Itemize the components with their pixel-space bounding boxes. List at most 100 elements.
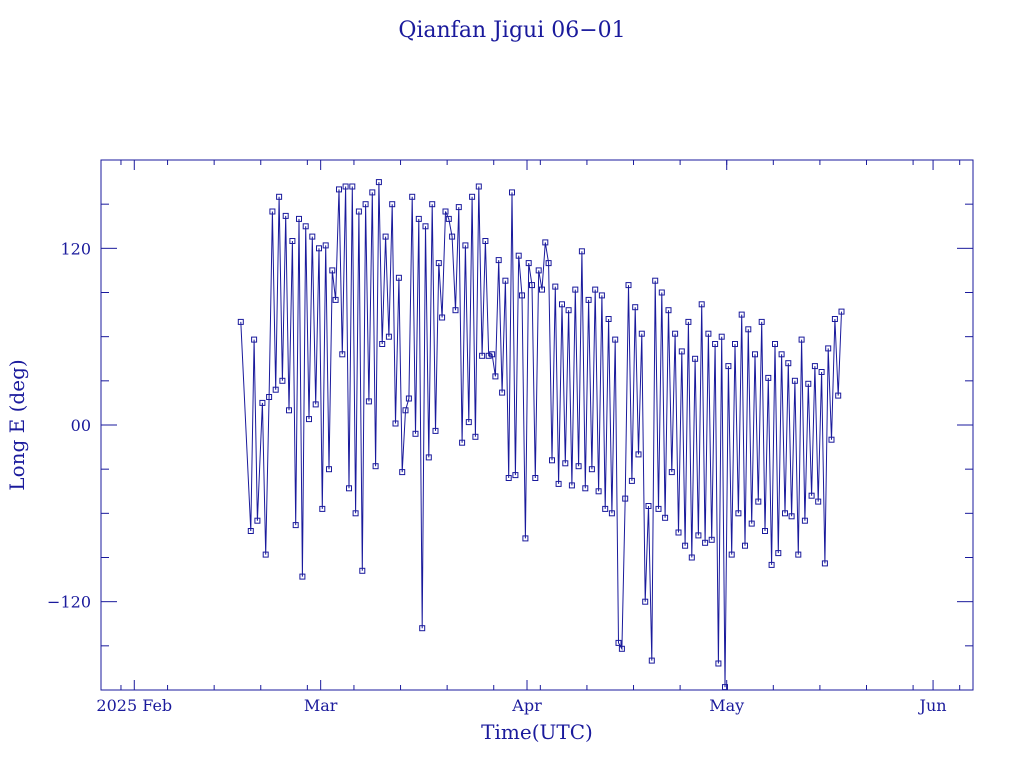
data-point	[618, 645, 625, 652]
data-point	[815, 498, 822, 505]
data-point	[512, 472, 519, 479]
data-point	[602, 505, 609, 512]
data-point	[565, 307, 572, 314]
data-point	[821, 560, 828, 567]
data-point	[499, 389, 506, 396]
data-point	[254, 517, 261, 524]
data-point	[559, 301, 565, 308]
data-point	[359, 567, 366, 574]
data-point	[362, 201, 369, 208]
data-point	[762, 528, 768, 534]
data-point	[326, 466, 332, 473]
data-point	[818, 369, 825, 375]
data-point	[595, 488, 602, 495]
data-point	[768, 561, 775, 568]
data-point	[532, 475, 539, 481]
data-point	[365, 398, 372, 405]
data-point	[462, 242, 469, 249]
y-tick-label: 120	[60, 239, 91, 258]
data-point	[346, 485, 352, 492]
data-point	[772, 341, 778, 347]
data-point	[286, 407, 292, 414]
data-point	[685, 318, 692, 325]
data-point	[369, 189, 376, 196]
data-point	[276, 193, 283, 200]
data-point	[632, 304, 639, 311]
data-point	[575, 463, 582, 470]
data-point	[568, 482, 575, 489]
data-point	[765, 374, 772, 381]
data-point	[785, 360, 792, 367]
data-point	[272, 386, 279, 393]
data-point	[752, 351, 758, 358]
data-point	[502, 277, 509, 284]
data-point	[385, 333, 392, 340]
data-point	[608, 510, 615, 517]
data-point	[519, 292, 525, 299]
data-point	[688, 554, 695, 561]
data-point	[665, 307, 672, 314]
data-point	[332, 296, 339, 303]
data-point	[735, 510, 742, 517]
data-point	[698, 301, 705, 308]
data-point	[395, 274, 402, 281]
data-point	[302, 223, 309, 230]
data-point	[835, 392, 842, 399]
data-point	[405, 395, 412, 402]
data-point	[412, 430, 419, 437]
data-point	[495, 257, 502, 264]
y-tick-label: −120	[47, 593, 91, 612]
x-axis-label: Time(UTC)	[481, 720, 593, 744]
data-point	[379, 341, 386, 347]
data-point	[475, 183, 482, 190]
data-point	[452, 307, 459, 314]
data-point	[742, 542, 748, 549]
x-tick-label: Mar	[304, 696, 338, 715]
data-point	[695, 532, 702, 539]
data-point	[622, 495, 629, 502]
data-point	[465, 419, 472, 426]
data-point	[828, 436, 835, 443]
data-point	[705, 330, 712, 337]
data-point	[808, 492, 815, 499]
plot-frame	[100, 159, 974, 691]
data-point	[247, 528, 254, 534]
data-point	[429, 201, 436, 208]
data-point	[322, 242, 329, 249]
data-point	[788, 513, 795, 520]
data-point	[798, 336, 805, 343]
data-point	[811, 363, 818, 370]
data-point	[722, 684, 728, 690]
data-point	[312, 401, 319, 408]
data-point	[445, 215, 452, 222]
data-point	[682, 542, 689, 549]
data-point	[299, 573, 306, 580]
data-point	[725, 363, 732, 370]
data-point	[266, 394, 273, 400]
data-point	[805, 380, 812, 387]
data-point	[728, 551, 735, 558]
data-point	[292, 522, 299, 529]
data-point	[745, 326, 752, 333]
data-point	[748, 520, 755, 527]
data-point	[459, 439, 466, 446]
data-point	[319, 505, 326, 512]
data-point	[648, 657, 655, 664]
data-point	[831, 316, 838, 322]
data-point	[612, 336, 619, 343]
series-line	[240, 182, 842, 688]
data-point	[755, 498, 762, 505]
data-point	[309, 233, 316, 240]
data-point	[439, 314, 446, 321]
x-tick-label: 2025 Feb	[96, 696, 172, 715]
data-point	[712, 341, 719, 347]
x-tick-label: May	[709, 696, 744, 715]
x-tick-label: Apr	[511, 696, 542, 715]
data-point	[552, 283, 559, 290]
data-point	[492, 373, 499, 380]
data-point	[262, 551, 269, 558]
data-point	[678, 348, 685, 355]
data-point	[738, 311, 745, 318]
data-point	[529, 282, 535, 289]
data-point	[455, 204, 462, 211]
